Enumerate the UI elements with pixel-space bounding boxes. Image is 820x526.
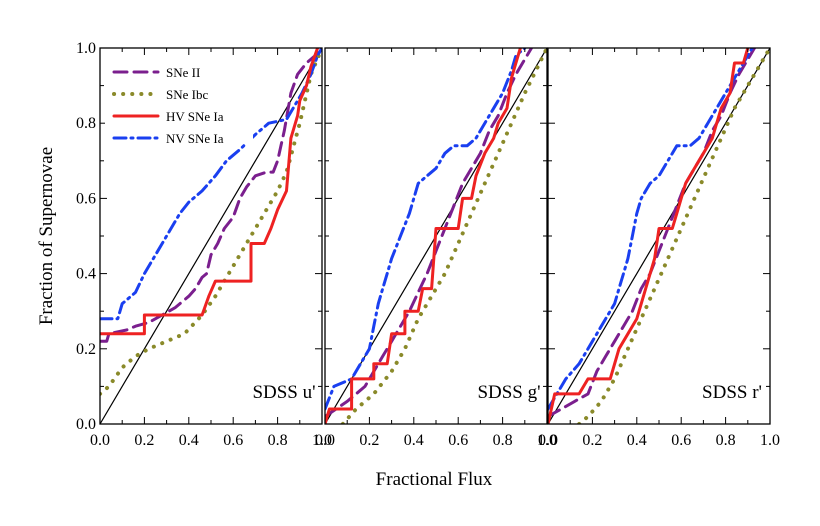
y-tick-label: 0.6 (76, 190, 96, 207)
x-tick-label: 0.4 (404, 432, 424, 449)
x-tick-label: 0.8 (268, 432, 288, 449)
series-line-nv-sne-ia (548, 48, 754, 411)
x-tick-label: 0.4 (179, 432, 199, 449)
series-line-hv-sne-ia (325, 48, 522, 424)
y-axis-title: Fraction of Supernovae (36, 147, 57, 325)
y-tick-label: 1.0 (76, 40, 96, 57)
series-line-nv-sne-ia (325, 48, 527, 411)
legend-label-hv-sne-ia: HV SNe Ia (166, 109, 224, 124)
x-tick-label: 0.0 (538, 432, 558, 449)
x-tick-label: 0.8 (716, 432, 736, 449)
x-tick-label: 0.0 (90, 432, 110, 449)
x-tick-label: 0.0 (315, 432, 335, 449)
series-line-sne-ibc (340, 48, 547, 424)
panel-label: SDSS r' (702, 382, 762, 403)
y-tick-label: 0.2 (76, 341, 96, 358)
y-tick-label: 0.8 (76, 115, 96, 132)
series-line-sne-ii (100, 48, 322, 343)
x-tick-label: 0.2 (359, 432, 379, 449)
legend-label-sne-ii: SNe II (166, 65, 200, 80)
panel-label: SDSS g' (477, 382, 540, 403)
panels-layer: 0.0 0.2 0.4 0.6 0.8 1.00.00.20.40.60.81.0SDSS… (76, 40, 780, 449)
series-line-sne-ii (325, 48, 533, 418)
x-axis-title: Fractional Flux (376, 469, 493, 490)
series-line-nv-sne-ia (100, 48, 322, 321)
reference-diagonal-line (100, 48, 322, 424)
legend-label-nv-sne-ia: NV SNe Ia (166, 131, 224, 146)
x-tick-label: 1.0 (760, 432, 780, 449)
series-line-hv-sne-ia (100, 48, 320, 336)
panel-2: 0.0 0.2 0.4 0.6 0.8 1.0 SDSS g' (315, 47, 557, 449)
series-line-sne-ibc (577, 48, 770, 424)
x-tick-label: 1.0 (312, 432, 332, 449)
x-tick-label: 0.4 (627, 432, 647, 449)
panel-1: 0.0 0.2 0.4 0.6 0.8 1.00.00.20.40.60.81.0SDSS… (76, 40, 332, 449)
x-tick-label: 0.2 (582, 432, 602, 449)
y-tick-label: 0.4 (76, 266, 96, 283)
x-tick-label: 0.6 (448, 432, 468, 449)
y-tick-label: 0.0 (76, 416, 96, 433)
x-tick-label: 0.8 (493, 432, 513, 449)
panel-3: 0.0 0.2 0.4 0.6 0.8 1.0 SDSS r' (538, 47, 780, 449)
x-tick-label: 0.6 (671, 432, 691, 449)
legend: SNe II SNe Ibc HV SNe Ia NV SNe Ia (105, 56, 253, 146)
legend-background (105, 56, 253, 144)
x-tick-label: 0.2 (134, 432, 154, 449)
x-tick-label: 1.0 (537, 432, 557, 449)
series-line-hv-sne-ia (548, 48, 750, 424)
x-tick-label: 0.6 (223, 432, 243, 449)
legend-label-sne-ibc: SNe Ibc (166, 87, 208, 102)
panel-label: SDSS u' (252, 382, 315, 403)
